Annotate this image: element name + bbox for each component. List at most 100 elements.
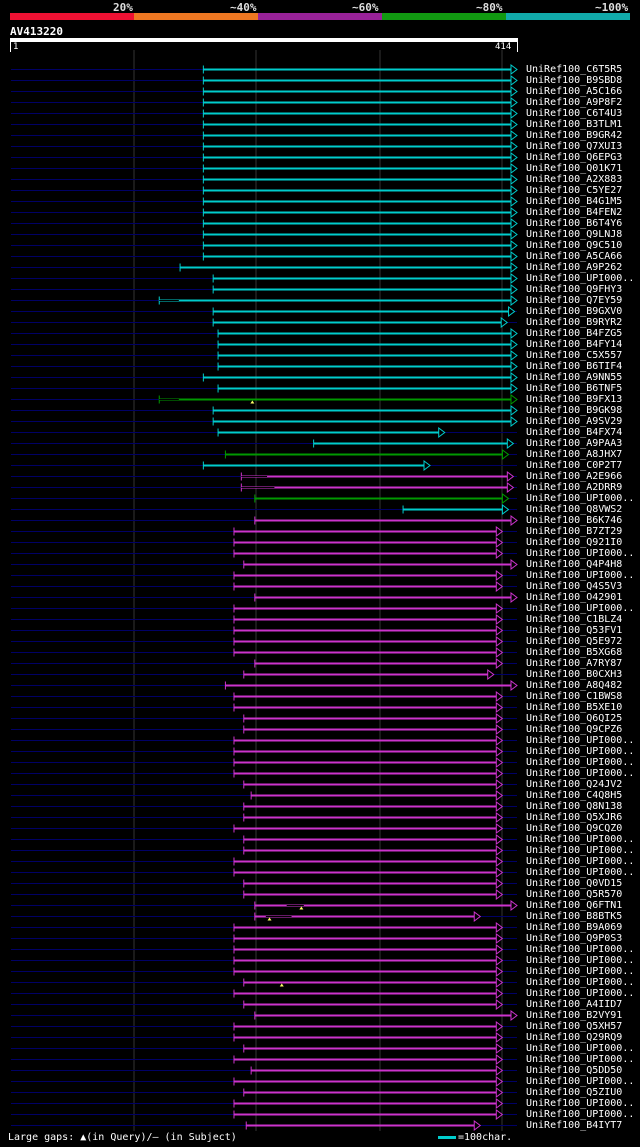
hit-label[interactable]: UniRef100_A4IID7 [526, 999, 623, 1010]
hit-label[interactable]: UniRef100_Q0VD15 [526, 878, 623, 889]
hit-label[interactable]: UniRef100_UPI000.. [526, 570, 635, 581]
hit-label[interactable]: UniRef100_UPI000.. [526, 1109, 635, 1120]
hit-label[interactable]: UniRef100_Q5ZIU0 [526, 1087, 623, 1098]
hit-label[interactable]: UniRef100_C1BLZ4 [526, 614, 623, 625]
hit-label[interactable]: UniRef100_UPI000.. [526, 966, 635, 977]
hit-label[interactable]: UniRef100_B6K746 [526, 515, 623, 526]
hit-label[interactable]: UniRef100_B6TIF4 [526, 361, 623, 372]
hit-label[interactable]: UniRef100_Q5R570 [526, 889, 623, 900]
hit-label[interactable]: UniRef100_Q921I0 [526, 537, 623, 548]
hit-label[interactable]: UniRef100_C6T5R5 [526, 64, 623, 75]
hit-label[interactable]: UniRef100_B6TNF5 [526, 383, 623, 394]
hit-label[interactable]: UniRef100_Q9P0S3 [526, 933, 623, 944]
hit-label[interactable]: UniRef100_B4FEN2 [526, 207, 623, 218]
hit-label[interactable]: UniRef100_C4Q8H5 [526, 790, 623, 801]
hit-label[interactable]: UniRef100_Q24JV2 [526, 779, 623, 790]
hit-label[interactable]: UniRef100_A9P8F2 [526, 97, 623, 108]
hit-label[interactable]: UniRef100_UPI000.. [526, 856, 635, 867]
hit-end-arrow [501, 449, 510, 460]
hit-label[interactable]: UniRef100_A2E966 [526, 471, 623, 482]
hit-label[interactable]: UniRef100_UPI000.. [526, 834, 635, 845]
hit-label[interactable]: UniRef100_Q9CQZ0 [526, 823, 623, 834]
hit-label[interactable]: UniRef100_B9SBD8 [526, 75, 623, 86]
hit-label[interactable]: UniRef100_Q4P4H8 [526, 559, 623, 570]
hit-label[interactable]: UniRef100_B5XG68 [526, 647, 623, 658]
hit-label[interactable]: UniRef100_A5C166 [526, 86, 623, 97]
hit-label[interactable]: UniRef100_Q5E972 [526, 636, 623, 647]
hit-label[interactable]: UniRef100_A8Q482 [526, 680, 623, 691]
hit-label[interactable]: UniRef100_C6T4U3 [526, 108, 623, 119]
hit-label[interactable]: UniRef100_UPI000.. [526, 273, 635, 284]
hit-label[interactable]: UniRef100_Q5XJR6 [526, 812, 623, 823]
hit-label[interactable]: UniRef100_C5X557 [526, 350, 623, 361]
hit-label[interactable]: UniRef100_UPI000.. [526, 1098, 635, 1109]
hit-label[interactable]: UniRef100_A9NN55 [526, 372, 623, 383]
hit-label[interactable]: UniRef100_B8BTK5 [526, 911, 623, 922]
hit-label[interactable]: UniRef100_B9FX13 [526, 394, 623, 405]
hit-label[interactable]: UniRef100_UPI000.. [526, 1043, 635, 1054]
hit-label[interactable]: UniRef100_UPI000.. [526, 845, 635, 856]
hit-label[interactable]: UniRef100_C5YE27 [526, 185, 623, 196]
hit-label[interactable]: UniRef100_A5CA66 [526, 251, 623, 262]
hit-end-arrow [495, 735, 504, 746]
hit-label[interactable]: UniRef100_B9A069 [526, 922, 623, 933]
hit-label[interactable]: UniRef100_B3TLM1 [526, 119, 623, 130]
hit-label[interactable]: UniRef100_B0CXH3 [526, 669, 623, 680]
hit-label[interactable]: UniRef100_B9GXV0 [526, 306, 623, 317]
hit-label[interactable]: UniRef100_A2DRR9 [526, 482, 623, 493]
hit-label[interactable]: UniRef100_Q6FTN1 [526, 900, 623, 911]
hit-label[interactable]: UniRef100_A9PAA3 [526, 438, 623, 449]
hit-label[interactable]: UniRef100_UPI000.. [526, 548, 635, 559]
hit-label[interactable]: UniRef100_C1BWS8 [526, 691, 623, 702]
hit-label[interactable]: UniRef100_Q8N138 [526, 801, 623, 812]
hit-label[interactable]: UniRef100_B9GR42 [526, 130, 623, 141]
hit-label[interactable]: UniRef100_UPI000.. [526, 944, 635, 955]
hit-label[interactable]: UniRef100_B9GK98 [526, 405, 623, 416]
hit-label[interactable]: UniRef100_A9P262 [526, 262, 623, 273]
hit-label[interactable]: UniRef100_B4G1M5 [526, 196, 623, 207]
hit-label[interactable]: UniRef100_Q5XH57 [526, 1021, 623, 1032]
hit-label[interactable]: UniRef100_UPI000.. [526, 1076, 635, 1087]
hit-label[interactable]: UniRef100_Q6EPG3 [526, 152, 623, 163]
hit-label[interactable]: UniRef100_UPI000.. [526, 1054, 635, 1065]
hit-label[interactable]: UniRef100_UPI000.. [526, 977, 635, 988]
hit-label[interactable]: UniRef100_Q29RQ9 [526, 1032, 623, 1043]
hit-label[interactable]: UniRef100_B4FY14 [526, 339, 623, 350]
hit-label[interactable]: UniRef100_UPI000.. [526, 603, 635, 614]
hit-label[interactable]: UniRef100_Q4S5V3 [526, 581, 623, 592]
hit-label[interactable]: UniRef100_Q9C510 [526, 240, 623, 251]
hit-label[interactable]: UniRef100_UPI000.. [526, 746, 635, 757]
hit-label[interactable]: UniRef100_Q7XUI3 [526, 141, 623, 152]
hit-label[interactable]: UniRef100_Q6QI25 [526, 713, 623, 724]
hit-label[interactable]: UniRef100_Q9CPZ6 [526, 724, 623, 735]
hit-label[interactable]: UniRef100_UPI000.. [526, 988, 635, 999]
hit-label[interactable]: UniRef100_UPI000.. [526, 493, 635, 504]
hit-label[interactable]: UniRef100_UPI000.. [526, 955, 635, 966]
hit-label[interactable]: UniRef100_B6T4Y6 [526, 218, 623, 229]
hit-label[interactable]: UniRef100_A7RY87 [526, 658, 623, 669]
hit-label[interactable]: UniRef100_Q5DD50 [526, 1065, 623, 1076]
hit-label[interactable]: UniRef100_Q53FV1 [526, 625, 623, 636]
hit-label[interactable]: UniRef100_B5XE10 [526, 702, 623, 713]
hit-label[interactable]: UniRef100_UPI000.. [526, 768, 635, 779]
hit-label[interactable]: UniRef100_A9SV29 [526, 416, 623, 427]
hit-label[interactable]: UniRef100_C0P2T7 [526, 460, 623, 471]
hit-label[interactable]: UniRef100_B7ZT29 [526, 526, 623, 537]
hit-label[interactable]: UniRef100_B4FX74 [526, 427, 623, 438]
hit-label[interactable]: UniRef100_UPI000.. [526, 735, 635, 746]
hit-label[interactable]: UniRef100_Q9FHY3 [526, 284, 623, 295]
hit-label[interactable]: UniRef100_UPI000.. [526, 867, 635, 878]
hit-label[interactable]: UniRef100_A2X883 [526, 174, 623, 185]
hit-label[interactable]: UniRef100_A8JHX7 [526, 449, 623, 460]
hit-label[interactable]: UniRef100_B4IYT7 [526, 1120, 623, 1131]
hit-end-arrow [495, 713, 504, 724]
hit-label[interactable]: UniRef100_B9RYR2 [526, 317, 623, 328]
hit-label[interactable]: UniRef100_UPI000.. [526, 757, 635, 768]
hit-label[interactable]: UniRef100_Q7EY59 [526, 295, 623, 306]
hit-label[interactable]: UniRef100_B4FZG5 [526, 328, 623, 339]
hit-label[interactable]: UniRef100_O42901 [526, 592, 623, 603]
hit-label[interactable]: UniRef100_Q01K71 [526, 163, 623, 174]
hit-label[interactable]: UniRef100_Q8VWS2 [526, 504, 623, 515]
hit-label[interactable]: UniRef100_B2VY91 [526, 1010, 623, 1021]
hit-label[interactable]: UniRef100_Q9LNJ8 [526, 229, 623, 240]
